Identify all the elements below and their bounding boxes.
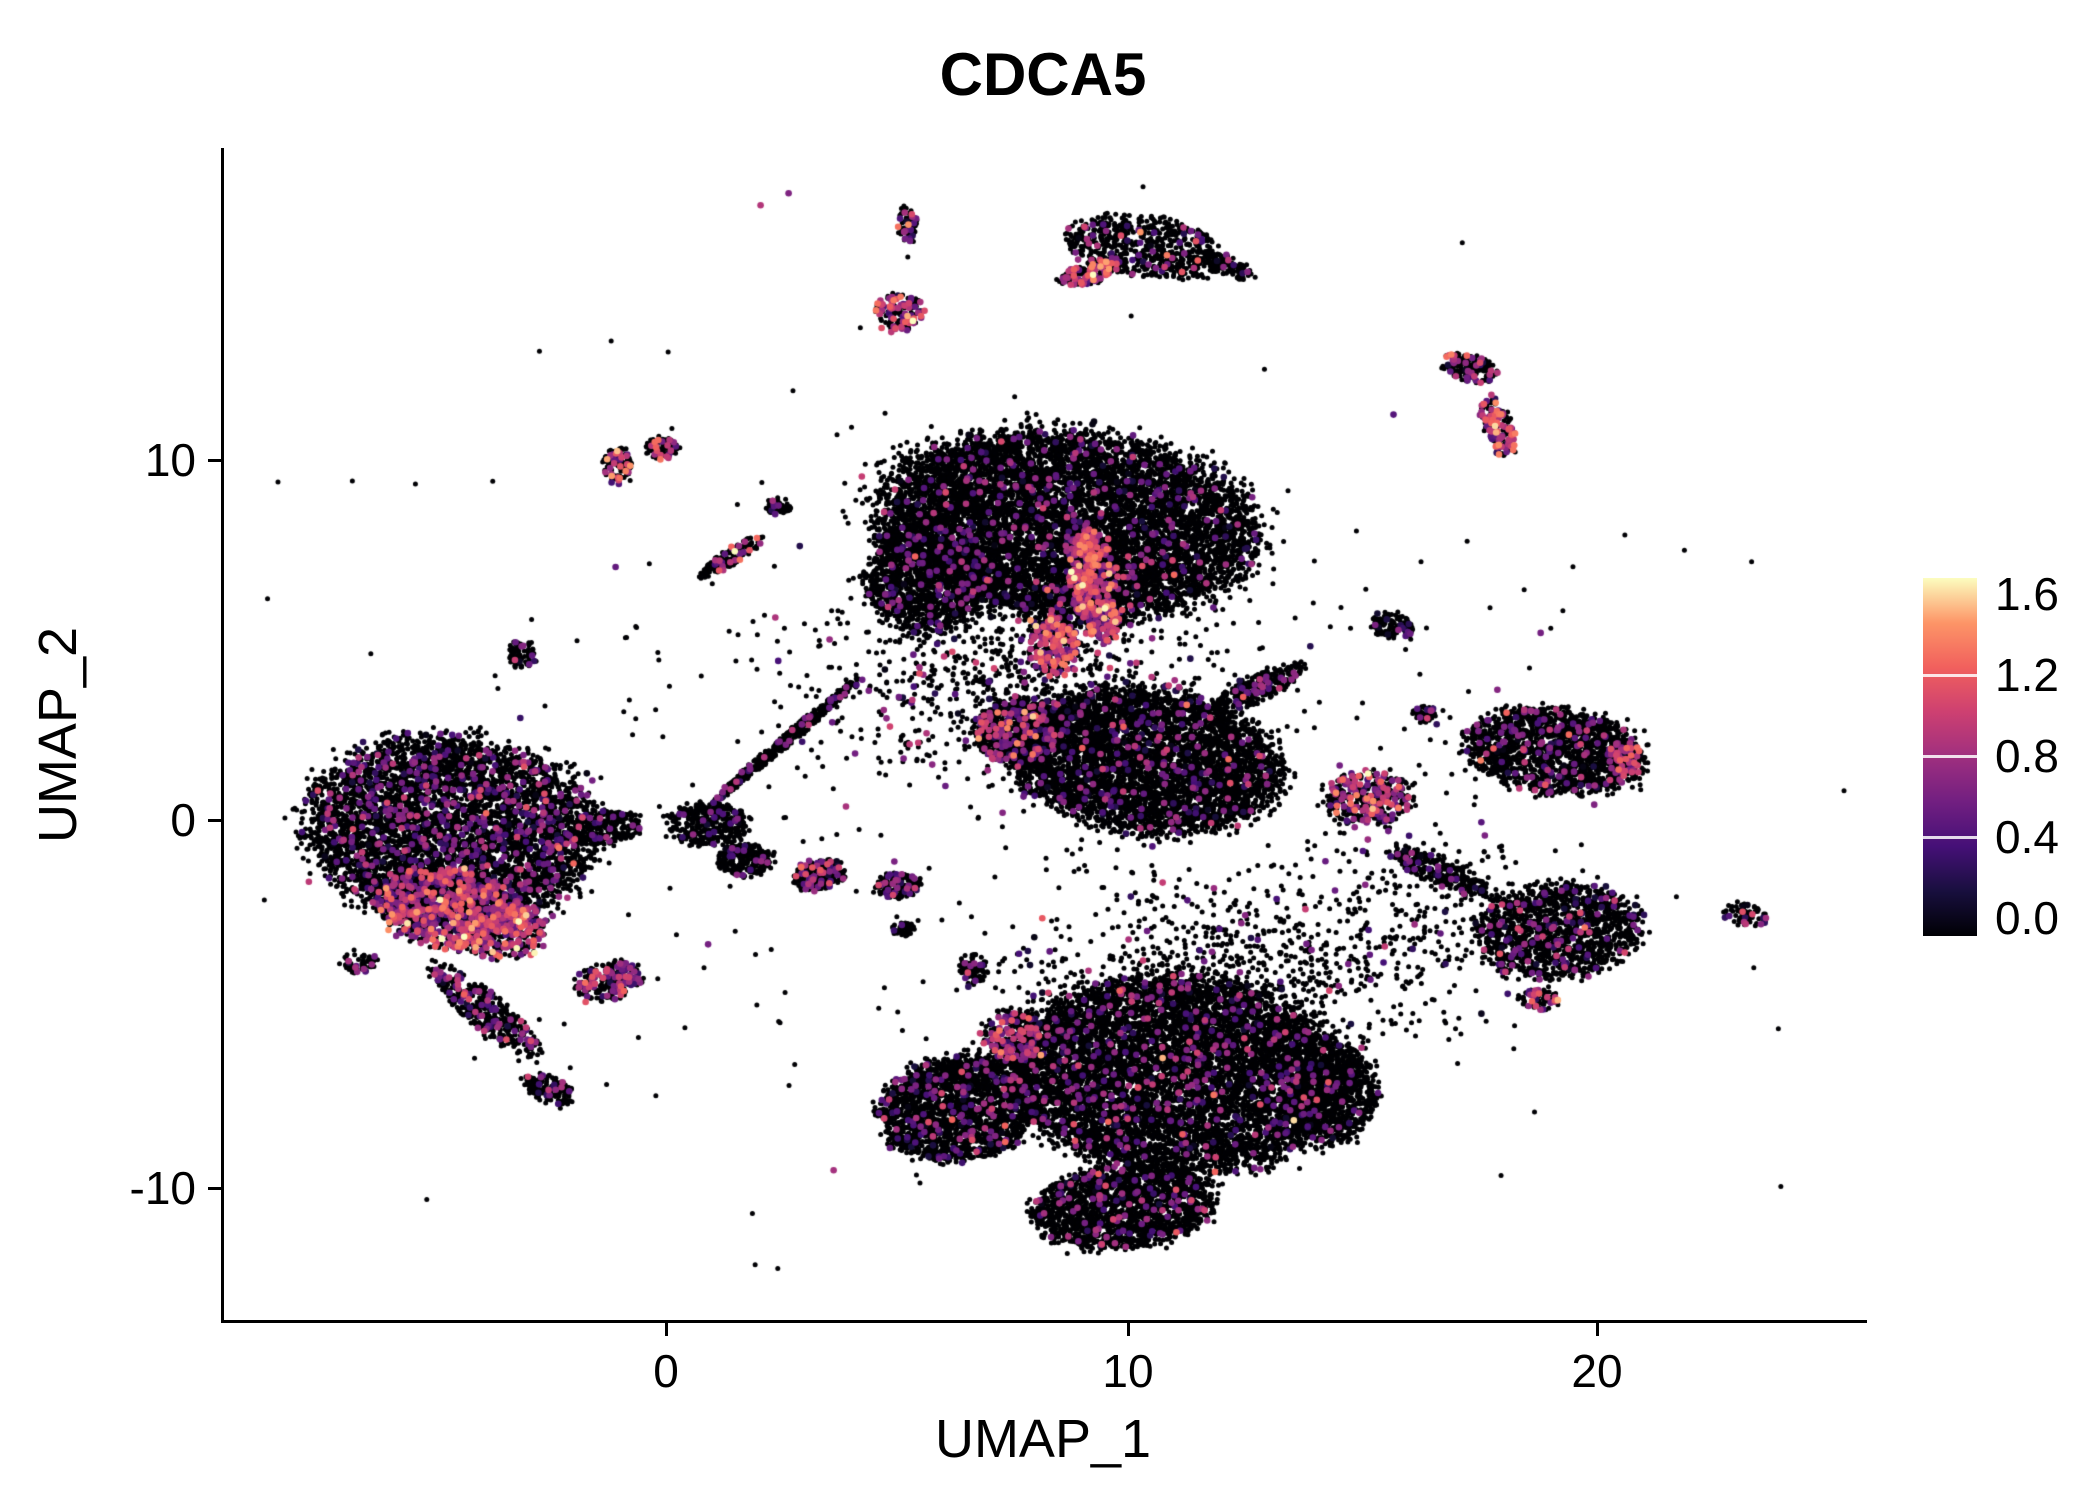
- colorbar-tick: [1923, 674, 1977, 677]
- colorbar-label: 1.2: [1995, 649, 2059, 701]
- colorbar-label: 0.0: [1995, 892, 2059, 944]
- x-tick-label: 0: [653, 1345, 679, 1397]
- colorbar-label: 0.4: [1995, 811, 2059, 863]
- y-tick-mark: [208, 819, 222, 822]
- plot-title: CDCA5: [939, 41, 1147, 108]
- y-tick-label: -10: [129, 1162, 196, 1214]
- y-tick-mark: [208, 459, 222, 462]
- colorbar-label: 0.8: [1995, 730, 2059, 782]
- umap-scatter-canvas: [224, 148, 1862, 1320]
- x-tick-mark: [1127, 1321, 1130, 1336]
- x-tick-label: 20: [1571, 1345, 1623, 1397]
- x-axis-title: UMAP_1: [934, 1409, 1152, 1469]
- y-tick-mark: [208, 1187, 222, 1190]
- colorbar-tick: [1923, 755, 1977, 758]
- colorbar-label: 1.6: [1995, 568, 2059, 620]
- y-axis-line: [221, 148, 224, 1323]
- y-tick-label: 10: [144, 434, 196, 486]
- x-tick-mark: [665, 1321, 668, 1336]
- y-axis-title: UMAP_2: [28, 626, 88, 844]
- y-tick-label: 0: [170, 794, 196, 846]
- x-tick-mark: [1596, 1321, 1599, 1336]
- colorbar-tick: [1923, 836, 1977, 839]
- x-tick-label: 10: [1102, 1345, 1154, 1397]
- x-axis-line: [221, 1320, 1867, 1323]
